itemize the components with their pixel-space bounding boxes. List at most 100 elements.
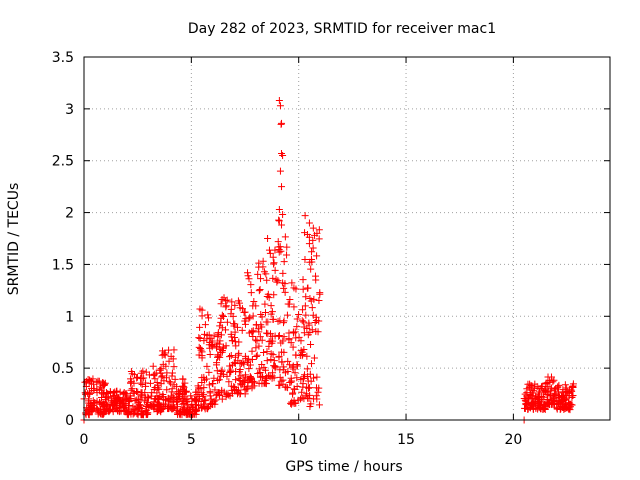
- data-point: [226, 392, 234, 400]
- data-point: [262, 270, 270, 278]
- data-point: [109, 408, 117, 416]
- data-point: [287, 400, 295, 408]
- data-point: [526, 390, 534, 398]
- data-point: [161, 351, 169, 359]
- data-point: [243, 358, 251, 366]
- data-point: [150, 370, 158, 378]
- data-point: [201, 321, 209, 329]
- data-point: [182, 398, 190, 406]
- data-point: [237, 380, 245, 388]
- data-point: [205, 331, 213, 339]
- data-point: [260, 348, 268, 356]
- data-point: [309, 224, 317, 232]
- data-point: [232, 376, 240, 384]
- data-point: [271, 246, 279, 254]
- data-point: [305, 321, 313, 329]
- data-point: [247, 281, 255, 289]
- data-point: [81, 390, 89, 398]
- data-point: [145, 394, 153, 402]
- data-point: [278, 221, 286, 229]
- data-point: [314, 388, 322, 396]
- data-point: [312, 392, 320, 400]
- data-point: [204, 311, 212, 319]
- data-point: [226, 362, 234, 370]
- data-point: [277, 247, 285, 255]
- plot-frame: [83, 56, 611, 421]
- data-point: [274, 317, 282, 325]
- data-point: [283, 243, 291, 251]
- data-point: [253, 351, 261, 359]
- data-point: [305, 384, 313, 392]
- data-point: [569, 392, 577, 400]
- data-point: [295, 333, 303, 341]
- data-point: [298, 317, 306, 325]
- data-point: [214, 330, 222, 338]
- data-point: [312, 316, 320, 324]
- data-point: [285, 335, 293, 343]
- data-point: [146, 402, 154, 410]
- x-axis: 0 5 10 15 20: [80, 57, 522, 448]
- data-point: [275, 205, 283, 213]
- data-point: [259, 263, 267, 271]
- x-tick-label: 20: [504, 432, 522, 448]
- data-point: [128, 385, 136, 393]
- data-point: [266, 330, 274, 338]
- data-point: [223, 318, 231, 326]
- data-point: [188, 395, 196, 403]
- data-point: [249, 333, 257, 341]
- data-point: [549, 378, 557, 386]
- data-point: [222, 342, 230, 350]
- data-point: [244, 269, 252, 277]
- data-point: [289, 390, 297, 398]
- data-point: [223, 296, 231, 304]
- data-point: [257, 275, 265, 283]
- data-point: [153, 379, 161, 387]
- data-point: [217, 372, 225, 380]
- data-point: [279, 269, 287, 277]
- data-point: [213, 359, 221, 367]
- data-point: [264, 235, 272, 242]
- data-point: [165, 378, 173, 386]
- data-point: [215, 376, 223, 384]
- data-point: [307, 265, 315, 273]
- data-point: [244, 272, 252, 280]
- data-point: [279, 152, 287, 160]
- data-point: [306, 370, 314, 378]
- data-point: [245, 329, 253, 337]
- data-point: [160, 351, 168, 359]
- data-point: [141, 408, 149, 416]
- data-point: [96, 398, 104, 406]
- data-point: [271, 362, 279, 370]
- data-point: [252, 352, 260, 360]
- data-point: [200, 391, 208, 399]
- data-point: [288, 377, 296, 385]
- data-point: [559, 393, 567, 401]
- data-point: [284, 367, 292, 375]
- data-point: [163, 386, 171, 394]
- data-point: [275, 97, 283, 105]
- data-point: [268, 308, 276, 316]
- data-point: [232, 342, 240, 350]
- data-point: [169, 405, 177, 413]
- data-point: [227, 330, 235, 338]
- data-point: [156, 366, 164, 374]
- data-point: [255, 287, 263, 295]
- data-point: [263, 276, 271, 284]
- data-point: [289, 362, 297, 370]
- data-point: [276, 167, 284, 175]
- data-point: [236, 389, 244, 397]
- data-point: [533, 383, 541, 391]
- data-point: [269, 253, 277, 261]
- data-point: [269, 351, 277, 359]
- data-point: [303, 230, 311, 238]
- data-point: [203, 403, 211, 411]
- y-tick-label: 1: [65, 309, 74, 325]
- data-point: [133, 374, 141, 382]
- data-point: [244, 355, 252, 363]
- data-point: [281, 288, 289, 296]
- data-point: [218, 367, 226, 375]
- data-point: [249, 302, 257, 310]
- data-point: [295, 310, 303, 318]
- data-point: [104, 390, 112, 398]
- data-point: [208, 337, 216, 345]
